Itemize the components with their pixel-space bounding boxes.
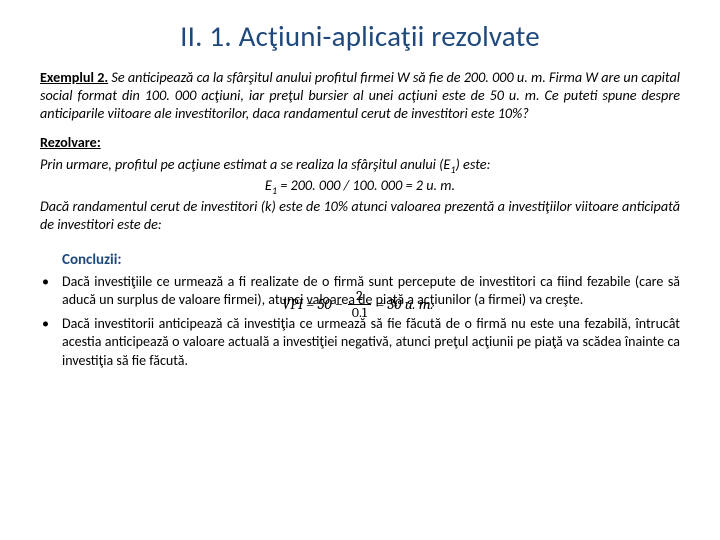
example-text: Se anticipează ca la sfârşitul anului pr…: [40, 68, 680, 122]
example-block: Exemplul 2. Se anticipează ca la sfârşit…: [40, 68, 680, 123]
slide-title: II. 1. Acţiuni-aplicaţii rezolvate: [40, 18, 680, 54]
example-label: Exemplul 2.: [40, 68, 108, 86]
solution-line-2: Dacă randamentul cerut de investitori (k…: [40, 197, 680, 233]
solv1a: Prin urmare, profitul pe acţiune estimat…: [40, 155, 450, 173]
slide: II. 1. Acţiuni-aplicaţii rezolvate Exemp…: [0, 0, 720, 540]
conclusion-item: Dacă investiţiile ce urmează a fi realiz…: [40, 273, 680, 309]
solution-line-1: Prin urmare, profitul pe acţiune estimat…: [40, 155, 680, 176]
solution-equation: E1 = 200. 000 / 100. 000 = 2 u. m.: [40, 176, 680, 197]
conclusions-label: Concluzii:: [62, 251, 680, 269]
eq-rhs: = 200. 000 / 100. 000 = 2 u. m.: [277, 176, 455, 194]
eq-lhs: E: [265, 176, 272, 194]
solution-label: Rezolvare:: [40, 133, 101, 151]
conclusion-item: Dacă investitorii anticipează că investi…: [40, 315, 680, 370]
solution-block: Rezolvare: Prin urmare, profitul pe acţi…: [40, 127, 680, 233]
conclusions-list: Dacă investiţiile ce urmează a fi realiz…: [40, 273, 680, 370]
solv1b: ) este:: [456, 155, 491, 173]
